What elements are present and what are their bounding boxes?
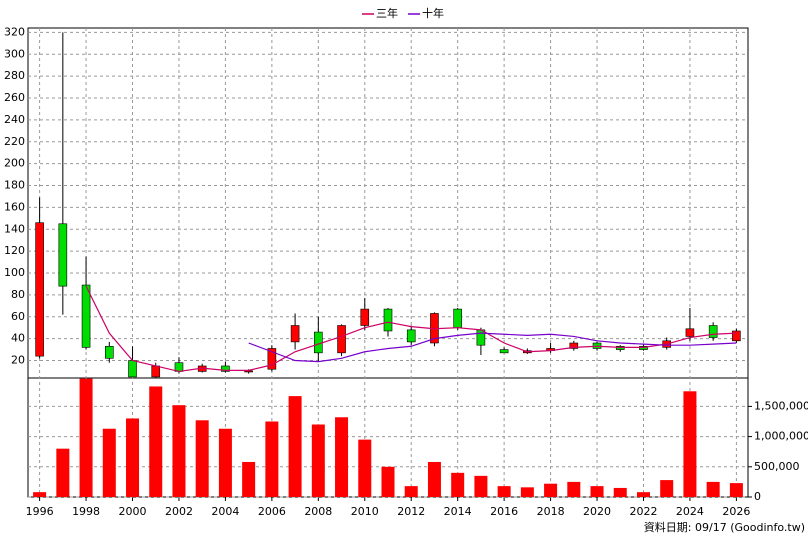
volume-bar	[729, 483, 743, 497]
candle-body	[499, 349, 509, 354]
candle-body	[174, 362, 184, 372]
volume-bar	[451, 472, 465, 497]
x-tick-label: 2000	[119, 505, 147, 518]
candle-body	[453, 308, 462, 328]
y-tick-label: 200	[4, 157, 25, 170]
volume-bar	[358, 439, 372, 497]
volume-bar	[636, 492, 650, 497]
volume-bar	[706, 481, 720, 497]
x-tick-label: 2008	[304, 505, 332, 518]
candle-body	[35, 222, 44, 357]
x-tick-label: 2018	[537, 505, 565, 518]
volume-bar	[288, 396, 302, 497]
candle-body	[151, 365, 161, 378]
y-tick-label: 280	[4, 69, 25, 82]
volume-bar	[102, 428, 116, 497]
volume-bar	[544, 483, 558, 497]
y-tick-label: 320	[4, 25, 25, 38]
candle-body	[244, 370, 253, 373]
candle-body	[104, 345, 114, 359]
x-tick-label: 1996	[26, 505, 54, 518]
y-tick-label: 20	[11, 354, 25, 367]
volume-bar	[56, 448, 70, 497]
volume-bar	[660, 480, 674, 497]
volume-bar	[427, 461, 441, 497]
volume-bar	[33, 492, 47, 497]
candle-body	[569, 342, 579, 349]
y2-tick-label: 1,000,000	[754, 430, 808, 443]
volume-bar	[520, 487, 534, 497]
footer-note: 資料日期: 09/17 (Goodinfo.tw)	[644, 520, 805, 534]
candle-body	[58, 223, 68, 287]
candle-body	[314, 331, 323, 354]
y2-tick-label: 500,000	[754, 460, 800, 473]
volume-bar	[126, 418, 140, 497]
y-tick-label: 60	[11, 310, 25, 323]
volume-bar	[335, 417, 349, 497]
y-tick-label: 260	[4, 91, 25, 104]
y-tick-label: 120	[4, 244, 25, 257]
x-tick-label: 2026	[722, 505, 750, 518]
volume-bar	[195, 420, 209, 497]
volume-bar	[218, 428, 232, 497]
y-tick-label: 140	[4, 222, 25, 235]
x-tick-label: 2002	[165, 505, 193, 518]
volume-bar	[404, 486, 418, 497]
y2-tick-label: 0	[754, 490, 761, 503]
candle-body	[81, 284, 91, 348]
candle-body	[360, 308, 370, 326]
x-tick-label: 2010	[351, 505, 379, 518]
x-tick-label: 2004	[211, 505, 239, 518]
x-tick-label: 2006	[258, 505, 286, 518]
candle-body	[128, 360, 137, 378]
ma-line	[85, 285, 737, 373]
volume-bar	[149, 386, 163, 497]
legend-label: 十年	[422, 6, 444, 20]
volume-bar	[613, 487, 627, 497]
candle-body	[476, 329, 486, 346]
y2-tick-label: 1,500,000	[754, 399, 808, 412]
x-tick-label: 2016	[490, 505, 518, 518]
candle-body	[708, 325, 718, 338]
x-tick-label: 2014	[444, 505, 472, 518]
volume-bar	[567, 481, 581, 497]
y-tick-label: 100	[4, 266, 25, 279]
candle-body	[383, 308, 393, 332]
candle-body	[337, 325, 346, 354]
y-tick-label: 40	[11, 332, 25, 345]
candle-body	[290, 325, 300, 343]
ma-line	[248, 332, 737, 363]
volume-bar	[474, 475, 488, 497]
volume-bar	[683, 391, 697, 497]
volume-bar	[265, 421, 279, 497]
volume-bar	[79, 378, 93, 497]
candle-body	[685, 328, 695, 337]
candle-body	[406, 329, 416, 343]
volume-bar	[242, 461, 256, 497]
volume-bar	[172, 405, 186, 497]
y-tick-label: 80	[11, 288, 25, 301]
y-tick-label: 160	[4, 200, 25, 213]
x-tick-label: 2012	[397, 505, 425, 518]
candle-body	[732, 330, 741, 342]
y-tick-label: 180	[4, 179, 25, 192]
legend-label: 三年	[376, 6, 398, 20]
x-tick-label: 2022	[629, 505, 657, 518]
volume-bar	[311, 424, 325, 497]
candle-body	[221, 365, 230, 372]
y-tick-label: 220	[4, 135, 25, 148]
y-tick-label: 300	[4, 47, 25, 60]
x-tick-label: 1998	[72, 505, 100, 518]
x-tick-label: 2024	[676, 505, 704, 518]
volume-bar	[497, 486, 511, 497]
volume-bar	[590, 486, 604, 497]
volume-bar	[381, 466, 395, 497]
y-tick-label: 240	[4, 113, 25, 126]
x-tick-label: 2020	[583, 505, 611, 518]
candle-body	[267, 348, 277, 370]
